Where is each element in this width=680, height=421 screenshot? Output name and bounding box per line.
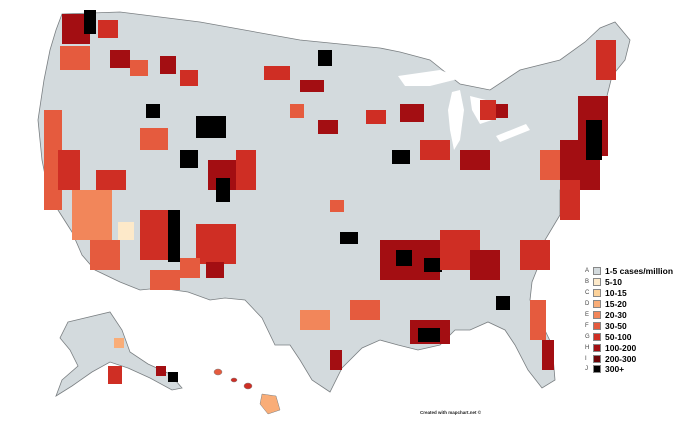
legend-label: 100-200 — [605, 342, 637, 353]
legend-label: 20-30 — [605, 310, 627, 320]
legend-letter: B — [585, 279, 590, 286]
alaska-landmass — [55, 311, 183, 397]
legend-swatch — [593, 354, 601, 363]
legend-swatch — [593, 365, 601, 374]
legend-label: 30-50 — [605, 320, 627, 331]
legend-swatch — [593, 300, 601, 309]
legend-swatch — [593, 332, 601, 341]
legend-letter: G — [585, 333, 590, 340]
legend-letter: A — [585, 268, 590, 275]
legend-swatch — [593, 278, 601, 287]
legend-row-e: E 20-30 — [585, 310, 680, 321]
hawaii-islands — [213, 368, 281, 415]
legend-letter: I — [585, 355, 587, 362]
legend-row-f: F 30-50 — [585, 320, 680, 331]
legend-row-h: H 100-200 — [585, 342, 680, 353]
legend-letter: E — [585, 312, 590, 318]
legend-label: 15-20 — [605, 299, 627, 310]
legend-row-j: J 300+ — [585, 364, 680, 375]
county-fills — [44, 10, 616, 384]
legend-row-a: A 1-5 cases/million — [585, 266, 680, 277]
legend-row-g: G 50-100 — [585, 331, 680, 342]
legend-label: 200-300 — [605, 353, 637, 364]
credit-text: Created with mapchart.net © — [420, 410, 482, 415]
legend-label: 1-5 cases/million — [605, 266, 674, 277]
legend-label: 10-15 — [605, 288, 627, 299]
legend-row-i: I 200-300 — [585, 353, 680, 364]
legend-label: 300+ — [605, 364, 625, 375]
legend-letter: F — [585, 322, 589, 329]
lake-superior — [398, 70, 462, 86]
legend-swatch — [593, 343, 601, 352]
legend-swatch — [593, 267, 601, 276]
legend-letter: H — [585, 344, 590, 351]
legend-row-b: B 5-10 — [585, 277, 680, 288]
legend-swatch — [593, 311, 601, 319]
legend-letter: J — [585, 366, 588, 373]
lake-michigan — [448, 90, 464, 150]
legend: A 1-5 cases/million B 5-10 C 10-15 D 15-… — [585, 266, 680, 375]
legend-label: 50-100 — [605, 331, 632, 342]
legend-letter: C — [585, 290, 590, 297]
lake-erie — [496, 124, 530, 142]
legend-row-c: C 10-15 — [585, 288, 680, 299]
legend-label: 5-10 — [605, 277, 623, 288]
legend-swatch — [593, 321, 601, 330]
legend-swatch — [593, 289, 601, 298]
legend-letter: D — [585, 301, 590, 308]
legend-row-d: D 15-20 — [585, 299, 680, 310]
